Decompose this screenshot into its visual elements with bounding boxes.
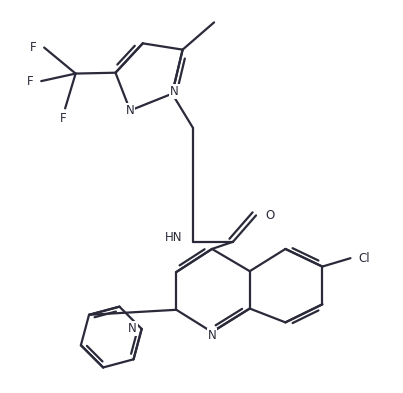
Text: N: N: [208, 329, 216, 342]
Text: HN: HN: [165, 231, 183, 244]
Text: N: N: [170, 85, 179, 98]
Text: N: N: [126, 104, 135, 117]
Text: N: N: [128, 322, 137, 335]
Text: O: O: [265, 209, 274, 222]
Text: F: F: [60, 112, 66, 125]
Text: Cl: Cl: [359, 252, 370, 264]
Text: F: F: [30, 41, 37, 54]
Text: F: F: [27, 75, 34, 88]
